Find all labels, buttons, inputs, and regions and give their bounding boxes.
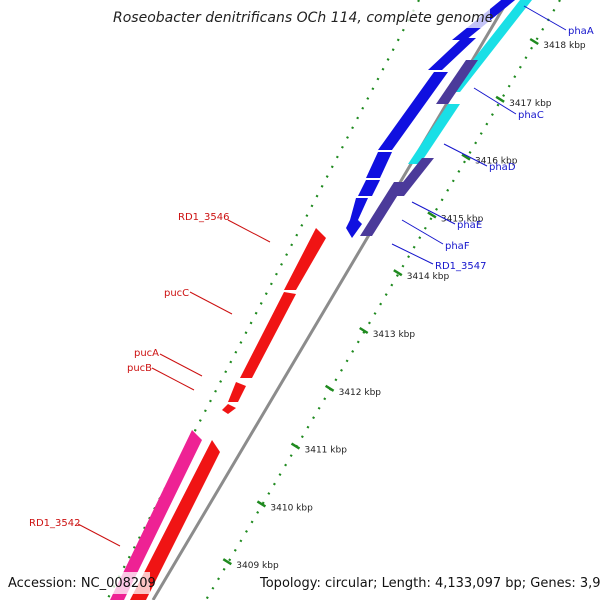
- gene-arrow-pucC[interactable]: [240, 292, 296, 378]
- svg-text:phaA: phaA: [568, 26, 594, 37]
- gene-label-pucB[interactable]: pucB: [127, 363, 195, 391]
- tick-label: 3416 kbp: [475, 157, 518, 167]
- map-title: Roseobacter denitrificans OCh 114, compl…: [110, 6, 493, 28]
- tick-mark: [393, 269, 403, 277]
- gene-arrow-phaF[interactable]: [346, 198, 368, 238]
- svg-text:phaE: phaE: [457, 220, 482, 231]
- gene-label-RD1_3546[interactable]: RD1_3546: [178, 212, 271, 243]
- tick-label: 3414 kbp: [407, 272, 450, 282]
- gene-arrow-RD1_3542[interactable]: [110, 430, 202, 600]
- coordinate-ticks: 3418 kbp 3417 kbp 3416 kbp 3415 kbp 3414 kbp…: [222, 37, 586, 571]
- gene-arrow-RD1_3547[interactable]: [360, 182, 406, 236]
- tick-label: 3409 kbp: [236, 561, 279, 571]
- svg-text:RD1_3547: RD1_3547: [435, 261, 486, 272]
- svg-text:pucB: pucB: [127, 363, 152, 374]
- svg-text:Roseobacter denitrificans OCh: Roseobacter denitrificans OCh 114, compl…: [113, 10, 493, 26]
- tick-label: 3410 kbp: [270, 503, 313, 513]
- tick-label: 3411 kbp: [305, 446, 348, 456]
- gene-arrow-phaE[interactable]: [366, 152, 392, 178]
- tick-mark: [461, 153, 471, 161]
- gene-label-phaA[interactable]: phaA: [523, 5, 594, 37]
- gene-label-pucC[interactable]: pucC: [164, 288, 233, 315]
- tick-mark: [427, 211, 437, 219]
- gene-label-RD1_3542[interactable]: RD1_3542: [29, 518, 121, 547]
- svg-text:Accession: NC_008209: Accession: NC_008209: [8, 576, 156, 591]
- gene-label-RD1_3547[interactable]: RD1_3547: [391, 243, 486, 272]
- gene-arrow-blue-3[interactable]: [358, 180, 380, 196]
- gene-arrow-pucA[interactable]: [228, 382, 246, 402]
- gene-arrow-phaC[interactable]: [428, 38, 476, 70]
- tick-mark: [256, 500, 267, 508]
- gene-label-pucA[interactable]: pucA: [134, 348, 203, 377]
- footer-accession: Accession: NC_008209: [4, 572, 156, 594]
- svg-text:RD1_3542: RD1_3542: [29, 518, 80, 529]
- svg-text:pucC: pucC: [164, 288, 189, 299]
- svg-text:phaC: phaC: [518, 110, 544, 121]
- footer-summary: Topology: circular; Length: 4,133,097 bp…: [256, 572, 600, 594]
- tick-label: 3413 kbp: [373, 330, 416, 340]
- tick-mark: [495, 95, 505, 103]
- svg-text:phaF: phaF: [445, 241, 470, 252]
- tick-mark: [290, 442, 301, 450]
- gene-arrow-RD1_3546[interactable]: [284, 228, 326, 290]
- tick-label: 3412 kbp: [339, 388, 382, 398]
- gene-arrow-red-lower[interactable]: [130, 440, 220, 600]
- gene-arrow-pucB[interactable]: [222, 404, 236, 414]
- gene-arrow-cyan-2[interactable]: [408, 104, 460, 164]
- tick-label: 3415 kbp: [441, 214, 484, 224]
- gene-label-phaE[interactable]: phaE: [411, 201, 482, 231]
- gc-track-right: [205, 0, 561, 600]
- tick-mark: [222, 558, 232, 566]
- gene-label-phaF[interactable]: phaF: [401, 219, 470, 252]
- gene-arrow-slate-1[interactable]: [436, 60, 478, 104]
- gene-label-phaC[interactable]: phaC: [473, 87, 544, 121]
- tick-mark: [324, 384, 335, 392]
- gene-label-phaD[interactable]: phaD: [443, 143, 516, 173]
- gene-arrow-phaD[interactable]: [378, 72, 448, 150]
- svg-text:RD1_3546: RD1_3546: [178, 212, 229, 223]
- tick-mark: [359, 326, 369, 335]
- svg-text:pucA: pucA: [134, 348, 159, 359]
- svg-text:Topology: circular; Length: 4,: Topology: circular; Length: 4,133,097 bp…: [259, 576, 600, 591]
- tick-mark: [529, 37, 539, 46]
- svg-text:phaD: phaD: [489, 162, 516, 173]
- tick-label: 3418 kbp: [543, 41, 586, 51]
- tick-label: 3417 kbp: [509, 99, 552, 109]
